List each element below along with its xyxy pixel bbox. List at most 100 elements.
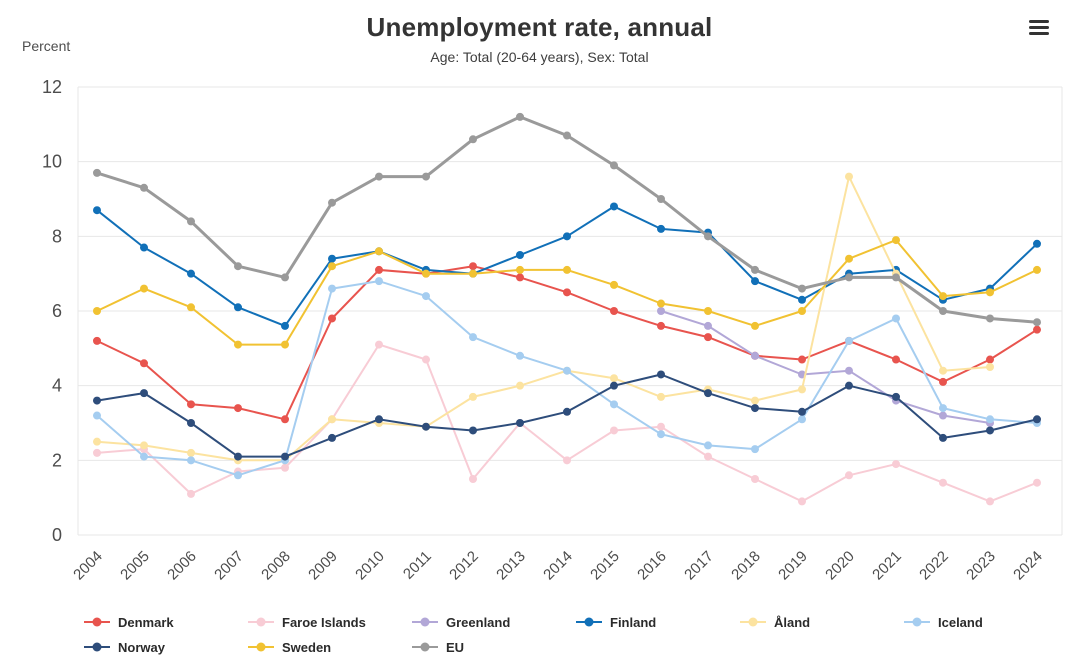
series-norway-marker bbox=[140, 389, 148, 398]
series-eu-marker bbox=[187, 217, 195, 226]
series-denmark-marker bbox=[234, 404, 242, 413]
legend-item-greenland[interactable]: Greenland bbox=[412, 612, 576, 632]
series-iceland-marker bbox=[798, 415, 806, 424]
series-faroe-islands-marker bbox=[469, 475, 477, 483]
series-iceland-marker bbox=[93, 411, 101, 420]
legend-item-norway[interactable]: Norway bbox=[84, 637, 248, 657]
legend-item-faroe-islands[interactable]: Faroe Islands bbox=[248, 612, 412, 632]
series-norway-marker bbox=[939, 433, 947, 442]
series-norway-marker bbox=[516, 419, 524, 427]
series-faroe-islands-marker bbox=[187, 489, 195, 498]
series-finland-marker bbox=[798, 295, 806, 304]
series-aland-marker bbox=[469, 392, 477, 401]
series-finland-marker bbox=[140, 243, 148, 252]
x-tick-label: 2011 bbox=[400, 548, 435, 583]
series-greenland-marker bbox=[704, 321, 712, 330]
legend-marker-icon bbox=[412, 617, 438, 627]
series-norway-marker bbox=[187, 419, 195, 427]
series-greenland-marker bbox=[657, 307, 665, 315]
series-eu bbox=[93, 112, 1041, 327]
series-iceland-marker bbox=[187, 456, 195, 465]
series-aland-marker bbox=[751, 396, 759, 405]
series-greenland-line bbox=[660, 310, 991, 424]
legend-marker-icon bbox=[904, 617, 930, 627]
x-tick-label: 2020 bbox=[822, 548, 858, 584]
x-tick-label: 2008 bbox=[258, 548, 294, 584]
series-sweden-marker bbox=[234, 340, 242, 349]
series-iceland-marker bbox=[751, 445, 759, 454]
series-eu-marker bbox=[610, 161, 618, 170]
series-eu-marker bbox=[375, 172, 383, 181]
series-sweden-marker bbox=[516, 265, 524, 274]
series-faroe-islands-marker bbox=[704, 452, 712, 461]
series-sweden-marker bbox=[892, 236, 900, 245]
x-tick-label: 2017 bbox=[681, 548, 717, 584]
series-finland-marker bbox=[563, 232, 571, 241]
series-sweden-marker bbox=[845, 254, 853, 263]
series-denmark-marker bbox=[986, 355, 994, 364]
legend-label: Åland bbox=[774, 614, 811, 630]
series-eu-marker bbox=[1033, 318, 1041, 327]
series-eu-marker bbox=[986, 314, 994, 323]
series-aland-line bbox=[96, 175, 991, 462]
series-faroe-islands-marker bbox=[798, 497, 806, 506]
series-sweden-marker bbox=[751, 321, 759, 330]
series-faroe-islands-marker bbox=[375, 340, 383, 349]
series-faroe-islands-marker bbox=[657, 422, 665, 431]
series-norway-marker bbox=[892, 392, 900, 401]
x-tick-label: 2023 bbox=[963, 548, 999, 584]
legend-label: EU bbox=[446, 639, 465, 655]
series-aland-marker bbox=[328, 415, 336, 424]
series-norway-marker bbox=[986, 426, 994, 435]
series-greenland-marker bbox=[845, 366, 853, 375]
x-tick-label: 2021 bbox=[869, 548, 905, 584]
series-aland-marker bbox=[140, 441, 148, 450]
series-denmark-marker bbox=[328, 314, 336, 323]
legend-item-denmark[interactable]: Denmark bbox=[84, 612, 248, 632]
x-tick-label: 2015 bbox=[587, 548, 623, 584]
series-aland-marker bbox=[986, 363, 994, 371]
series-sweden-marker bbox=[657, 299, 665, 308]
x-tick-label: 2016 bbox=[634, 548, 670, 584]
series-faroe-islands-marker bbox=[563, 456, 571, 465]
legend-marker-icon bbox=[248, 642, 274, 652]
legend-item-sweden[interactable]: Sweden bbox=[248, 637, 412, 657]
series-sweden-marker bbox=[939, 292, 947, 301]
series-faroe-islands-marker bbox=[93, 448, 101, 457]
hamburger-icon bbox=[1029, 19, 1049, 23]
x-tick-label: 2010 bbox=[352, 548, 388, 584]
series-norway-marker bbox=[93, 396, 101, 405]
series-faroe-islands-marker bbox=[751, 475, 759, 483]
legend-item-finland[interactable]: Finland bbox=[576, 612, 740, 632]
legend-label: Finland bbox=[610, 614, 657, 630]
series-sweden-marker bbox=[610, 280, 618, 289]
series-eu-marker bbox=[281, 273, 289, 282]
y-tick-label: 0 bbox=[52, 525, 62, 545]
series-norway-marker bbox=[469, 426, 477, 435]
series-iceland-marker bbox=[892, 314, 900, 323]
x-tick-label: 2007 bbox=[211, 548, 247, 584]
export-menu-button[interactable] bbox=[1025, 14, 1055, 40]
legend-label: Iceland bbox=[938, 614, 983, 630]
x-tick-label: 2009 bbox=[305, 548, 341, 584]
series-aland-marker bbox=[939, 366, 947, 375]
series-greenland-marker bbox=[751, 351, 759, 360]
series-eu-marker bbox=[845, 273, 853, 282]
series-faroe-islands-marker bbox=[892, 460, 900, 469]
series-sweden-marker bbox=[281, 340, 289, 349]
legend-item-eu[interactable]: EU bbox=[412, 637, 576, 657]
series-greenland-marker bbox=[939, 411, 947, 420]
series-iceland-marker bbox=[328, 284, 336, 293]
series-finland-marker bbox=[281, 321, 289, 330]
series-eu-marker bbox=[939, 307, 947, 315]
series-norway-marker bbox=[751, 404, 759, 413]
legend-item-aland[interactable]: Åland bbox=[740, 612, 904, 632]
legend-label: Greenland bbox=[446, 614, 511, 630]
series-sweden-marker bbox=[704, 307, 712, 315]
series-finland-marker bbox=[657, 224, 665, 233]
series-iceland-marker bbox=[563, 366, 571, 375]
series-eu-marker bbox=[892, 273, 900, 282]
legend-item-iceland[interactable]: Iceland bbox=[904, 612, 1068, 632]
series-iceland-marker bbox=[939, 404, 947, 413]
series-norway-marker bbox=[798, 407, 806, 416]
